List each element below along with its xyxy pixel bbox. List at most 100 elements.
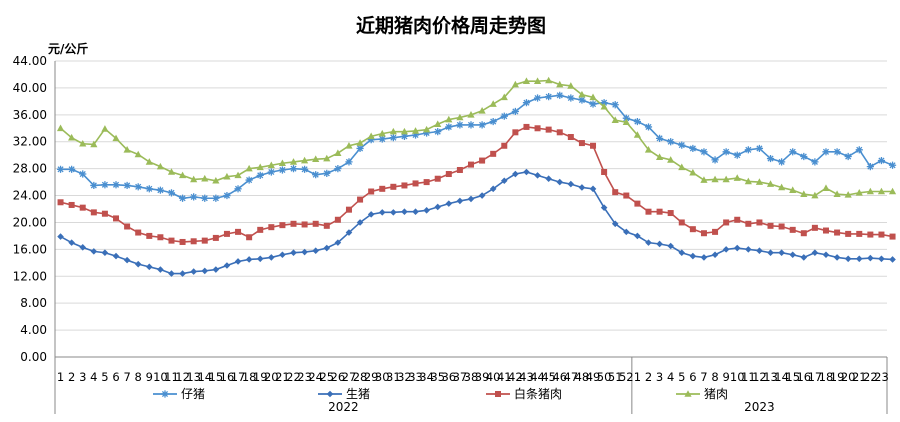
data-point	[889, 256, 896, 263]
data-point	[190, 175, 198, 183]
x-tick-label: 17	[231, 370, 246, 384]
x-tick-label: 33	[408, 370, 423, 384]
y-axis-unit: 元/公斤	[48, 41, 88, 56]
data-point	[412, 180, 419, 187]
data-point	[567, 82, 575, 89]
x-tick-label: 3	[79, 370, 86, 384]
data-point	[468, 161, 474, 168]
data-point	[545, 76, 553, 84]
y-tick-label: 12.00	[13, 269, 47, 283]
data-point	[623, 192, 630, 199]
data-point	[667, 210, 674, 217]
data-point	[157, 266, 164, 273]
data-point	[822, 227, 829, 234]
data-point	[223, 191, 231, 200]
data-point	[389, 134, 397, 142]
data-point	[101, 125, 109, 132]
data-point	[201, 194, 209, 202]
data-point	[845, 230, 852, 237]
data-point	[867, 254, 874, 262]
x-tick-label: 37	[453, 370, 468, 384]
x-tick-label: 35	[430, 370, 445, 384]
data-point	[68, 133, 76, 141]
data-point	[811, 191, 819, 199]
y-tick-label: 0.00	[20, 350, 47, 364]
x-tick-label: 8	[711, 370, 718, 384]
data-point	[467, 121, 475, 129]
data-point	[90, 209, 97, 216]
x-tick-label: 38	[464, 370, 479, 384]
data-point	[522, 77, 531, 84]
data-point	[855, 189, 863, 196]
data-point	[689, 226, 696, 233]
data-point	[500, 93, 508, 101]
data-point	[456, 197, 464, 205]
data-point	[522, 99, 531, 107]
x-tick-label: 52	[619, 370, 634, 384]
data-point	[700, 230, 707, 237]
data-point	[789, 148, 797, 156]
data-point	[212, 266, 220, 273]
data-point	[312, 247, 319, 255]
data-point	[490, 150, 497, 157]
data-point	[123, 146, 131, 153]
data-point	[556, 178, 564, 186]
data-point	[600, 102, 608, 110]
data-point	[766, 180, 775, 187]
x-tick-label: 21	[275, 370, 290, 384]
y-tick-label: 28.00	[13, 162, 47, 176]
x-tick-label: 36	[441, 370, 456, 384]
data-point	[578, 96, 586, 104]
data-point	[179, 238, 186, 245]
x-tick-label: 2	[645, 370, 652, 384]
x-tick-label: 1	[634, 370, 641, 384]
data-point	[822, 148, 830, 156]
data-point	[578, 184, 586, 191]
y-tick-label: 44.00	[13, 54, 47, 68]
data-point	[68, 165, 76, 173]
data-point	[445, 171, 452, 178]
x-tick-label: 22	[286, 370, 301, 384]
data-point	[145, 158, 153, 165]
data-point	[301, 165, 309, 173]
data-point	[722, 246, 730, 253]
data-point	[878, 255, 885, 263]
legend-item: 白条猪肉	[486, 386, 562, 401]
data-point	[367, 132, 375, 140]
x-tick-label: 23	[297, 370, 312, 384]
data-point	[800, 152, 808, 161]
data-point	[811, 249, 819, 257]
data-point	[256, 171, 264, 179]
data-point	[256, 255, 264, 263]
data-point	[278, 159, 287, 167]
data-point	[734, 216, 741, 223]
data-point	[534, 125, 541, 132]
data-point	[556, 91, 564, 99]
data-point	[678, 219, 685, 226]
data-point	[789, 251, 797, 259]
data-point	[378, 135, 386, 143]
x-tick-label: 2	[68, 370, 75, 384]
x-tick-label: 46	[552, 370, 567, 384]
data-point	[623, 228, 630, 236]
data-point	[79, 244, 87, 251]
data-point	[101, 181, 109, 189]
data-point	[290, 249, 297, 257]
series-lines	[56, 76, 897, 277]
data-point	[367, 136, 375, 144]
data-point	[877, 187, 886, 195]
data-point	[301, 248, 308, 256]
data-point	[167, 189, 176, 197]
x-tick-label: 1	[57, 370, 64, 384]
data-point	[400, 127, 409, 135]
x-tick-label: 23	[874, 370, 889, 384]
legend-label: 猪肉	[704, 387, 728, 401]
data-point	[611, 116, 619, 123]
x-tick-label: 16	[796, 370, 811, 384]
data-point	[156, 186, 164, 194]
data-point	[423, 179, 430, 186]
x-group-label: 2023	[744, 400, 775, 414]
data-point	[667, 138, 675, 146]
data-point	[223, 262, 231, 269]
data-point	[145, 263, 153, 271]
